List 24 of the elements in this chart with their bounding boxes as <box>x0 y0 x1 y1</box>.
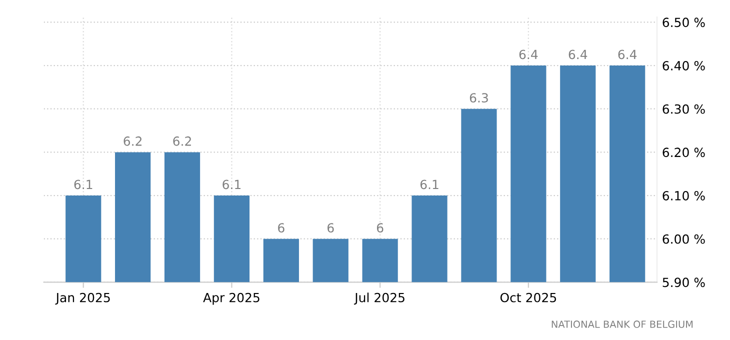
data-label: 6 <box>328 223 334 233</box>
y-tick-label: 6.30 % <box>662 104 705 114</box>
y-tick-label: 6.10 % <box>662 191 705 200</box>
y-tick-label: 6.40 % <box>662 61 705 70</box>
x-tick-label: Oct 2025 <box>500 292 556 302</box>
data-label: 6 <box>278 223 284 233</box>
data-label: 6.3 <box>470 93 488 103</box>
data-label: 6.4 <box>519 50 538 60</box>
x-tick-label: Jul 2025 <box>354 292 404 305</box>
data-label: 6 <box>376 223 384 233</box>
data-label: 6.2 <box>173 136 191 146</box>
data-label: 6.1 <box>222 180 240 190</box>
text: NATIONAL BANK OF BELGIUM <box>552 320 693 328</box>
y-tick-label: 6.50 % <box>662 18 705 28</box>
x-tick-label: Apr 2025 <box>203 292 260 305</box>
y-tick-label: 6.00 % <box>662 234 705 244</box>
data-label: 6.4 <box>618 50 637 60</box>
x-tick-label: Jan 2025 <box>55 292 110 305</box>
y-tick-label: 5.90 % <box>662 278 705 288</box>
data-label: 6.2 <box>124 136 142 146</box>
data-label: 6.1 <box>74 180 92 190</box>
data-label: 6.4 <box>568 50 588 60</box>
y-tick-label: 6.20 % <box>662 148 705 158</box>
data-label: 6.1 <box>420 180 438 190</box>
